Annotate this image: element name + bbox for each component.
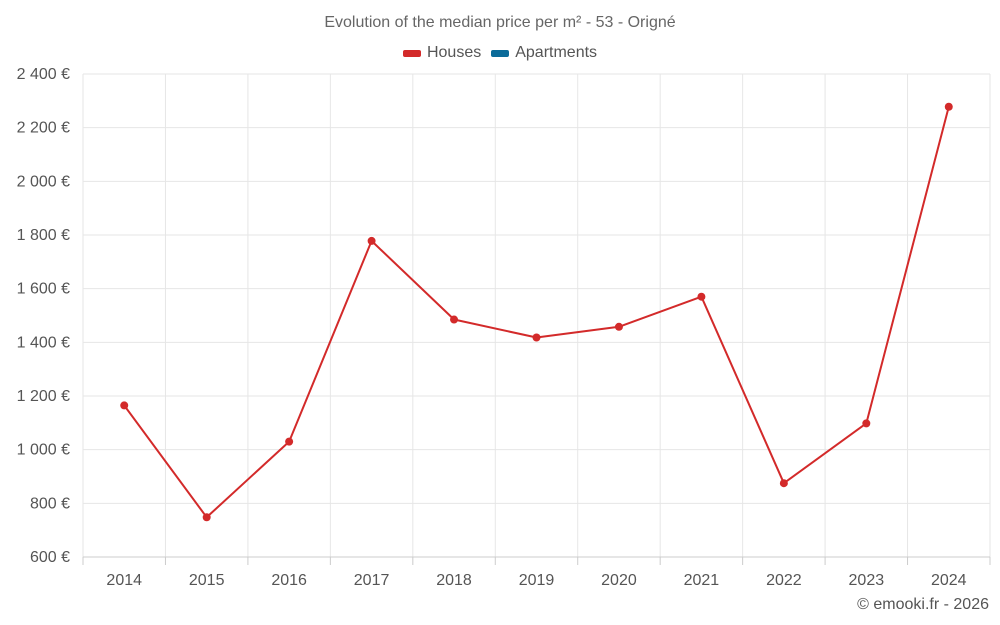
x-tick-label: 2021 xyxy=(684,572,720,589)
y-tick-label: 1 600 € xyxy=(17,281,70,298)
data-point xyxy=(285,437,294,446)
legend-swatch-apartments xyxy=(491,49,510,57)
data-point xyxy=(450,315,459,324)
x-tick-label: 2022 xyxy=(766,572,802,589)
x-tick-label: 2023 xyxy=(849,572,885,589)
data-point xyxy=(532,333,541,342)
data-point xyxy=(202,513,211,522)
y-tick-label: 1 200 € xyxy=(17,388,70,405)
chart-title: Evolution of the median price per m² - 5… xyxy=(324,14,676,31)
legend-label-apartments: Apartments xyxy=(515,44,598,61)
y-tick-label: 1 400 € xyxy=(17,334,70,351)
x-tick-label: 2016 xyxy=(271,572,307,589)
x-tick-label: 2020 xyxy=(601,572,637,589)
data-point xyxy=(367,236,376,245)
credit: © emooki.fr - 2026 xyxy=(857,596,989,613)
data-point xyxy=(120,401,129,410)
y-tick-label: 800 € xyxy=(30,495,70,512)
legend: Houses Apartments xyxy=(0,44,1000,62)
y-tick-label: 1 000 € xyxy=(17,442,70,459)
y-tick-label: 2 000 € xyxy=(17,173,70,190)
x-tick-label: 2018 xyxy=(436,572,472,589)
legend-item-houses[interactable]: Houses xyxy=(402,44,482,62)
y-tick-label: 2 400 € xyxy=(17,66,70,83)
y-tick-label: 2 200 € xyxy=(17,120,70,137)
data-point xyxy=(697,292,706,301)
data-point xyxy=(614,322,623,331)
legend-swatch-houses xyxy=(402,49,421,57)
x-tick-label: 2015 xyxy=(189,572,225,589)
legend-label-houses: Houses xyxy=(426,44,482,61)
legend-item-apartments[interactable]: Apartments xyxy=(491,44,597,62)
data-point xyxy=(944,102,953,111)
x-tick-label: 2024 xyxy=(931,572,967,589)
data-point xyxy=(779,479,788,488)
x-tick-label: 2014 xyxy=(106,572,142,589)
x-tick-label: 2019 xyxy=(519,572,555,589)
x-tick-label: 2017 xyxy=(354,572,390,589)
y-tick-label: 1 800 € xyxy=(17,227,70,244)
data-point xyxy=(862,419,871,428)
y-tick-label: 600 € xyxy=(30,549,70,566)
